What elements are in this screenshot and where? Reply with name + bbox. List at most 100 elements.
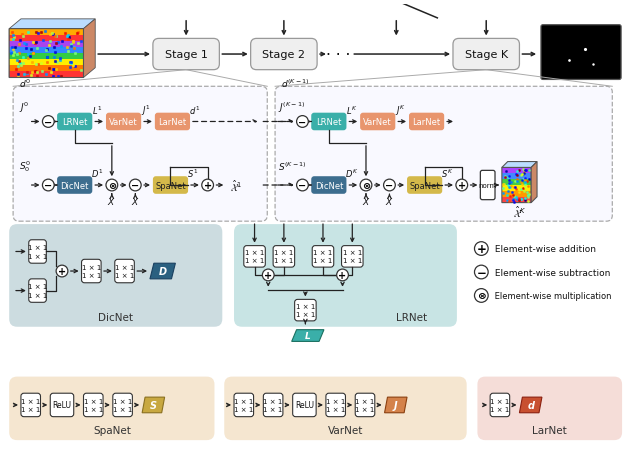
Text: $D^1$: $D^1$ [91, 168, 103, 180]
Text: 1 × 1: 1 × 1 [234, 398, 253, 404]
Bar [9, 66, 83, 72]
Text: 1 × 1: 1 × 1 [28, 284, 47, 290]
FancyBboxPatch shape [9, 377, 214, 440]
FancyBboxPatch shape [13, 87, 268, 222]
Text: ReLU: ReLU [295, 401, 314, 409]
Text: Stage 2: Stage 2 [262, 50, 305, 60]
Text: $J^0$: $J^0$ [19, 101, 29, 115]
Bar [502, 174, 531, 180]
Text: L: L [305, 331, 310, 340]
FancyBboxPatch shape [481, 171, 495, 200]
Text: $S^{(K-1)}$: $S^{(K-1)}$ [278, 160, 307, 172]
Circle shape [383, 180, 396, 191]
Text: 1 × 1: 1 × 1 [274, 257, 294, 263]
Circle shape [360, 180, 372, 191]
Text: $d^0$: $d^0$ [19, 77, 31, 90]
FancyBboxPatch shape [541, 26, 621, 80]
FancyBboxPatch shape [360, 113, 396, 131]
FancyBboxPatch shape [251, 39, 317, 71]
Polygon shape [83, 20, 95, 78]
Bar [9, 42, 83, 48]
FancyBboxPatch shape [292, 393, 316, 417]
Text: 1 × 1: 1 × 1 [28, 245, 47, 251]
Text: $D^K$: $D^K$ [344, 168, 358, 180]
Bar [9, 29, 83, 36]
Text: ⊗: ⊗ [362, 181, 370, 190]
Text: $J^1$: $J^1$ [141, 103, 151, 118]
Text: +: + [339, 270, 347, 280]
Text: 1 × 1: 1 × 1 [21, 398, 40, 404]
Text: SpaNet: SpaNet [93, 425, 131, 436]
Polygon shape [142, 397, 164, 413]
Text: · · ·: · · · [326, 47, 351, 62]
Bar [502, 185, 531, 191]
Text: 1 × 1: 1 × 1 [355, 398, 374, 404]
FancyBboxPatch shape [155, 113, 190, 131]
FancyBboxPatch shape [275, 87, 612, 222]
FancyBboxPatch shape [407, 177, 442, 195]
Text: 1 × 1: 1 × 1 [113, 398, 132, 404]
Bar [502, 197, 531, 203]
Text: 1 × 1: 1 × 1 [314, 250, 333, 256]
Bar [9, 48, 83, 54]
FancyBboxPatch shape [21, 393, 40, 417]
Circle shape [42, 117, 54, 128]
Text: −: − [385, 181, 394, 190]
Text: −: − [131, 181, 140, 190]
Polygon shape [150, 263, 175, 279]
Text: +: + [58, 267, 66, 276]
FancyBboxPatch shape [453, 39, 520, 71]
Text: 1 × 1: 1 × 1 [490, 406, 509, 412]
Circle shape [262, 269, 274, 281]
Circle shape [56, 266, 68, 277]
Text: VarNet: VarNet [109, 118, 138, 127]
Circle shape [106, 180, 118, 191]
Circle shape [337, 269, 348, 281]
Text: DicNet: DicNet [315, 181, 343, 190]
FancyBboxPatch shape [477, 377, 622, 440]
Text: +: + [476, 242, 486, 256]
Text: VarNet: VarNet [364, 118, 392, 127]
Text: J: J [394, 400, 397, 410]
Text: 1 × 1: 1 × 1 [84, 398, 103, 404]
Text: Element-wise addition: Element-wise addition [492, 245, 596, 253]
Text: Stage 1: Stage 1 [164, 50, 207, 60]
FancyBboxPatch shape [294, 300, 316, 321]
Text: SpaNet: SpaNet [410, 181, 440, 190]
FancyBboxPatch shape [115, 260, 134, 283]
FancyBboxPatch shape [326, 393, 346, 417]
Text: 1 × 1: 1 × 1 [84, 406, 103, 412]
FancyBboxPatch shape [153, 177, 188, 195]
Text: 1 × 1: 1 × 1 [490, 398, 509, 404]
Text: $X$: $X$ [362, 196, 371, 207]
Text: Element-wise multiplication: Element-wise multiplication [492, 291, 612, 300]
Text: −: − [44, 181, 52, 190]
Polygon shape [9, 20, 95, 29]
Text: 1 × 1: 1 × 1 [314, 257, 333, 263]
Text: Stage K: Stage K [465, 50, 508, 60]
Text: 1 × 1: 1 × 1 [355, 406, 374, 412]
Text: −: − [476, 266, 486, 279]
Bar [9, 60, 83, 66]
Text: ⊗: ⊗ [108, 181, 116, 190]
Circle shape [296, 117, 308, 128]
Text: +: + [264, 270, 272, 280]
Polygon shape [385, 397, 407, 413]
FancyBboxPatch shape [244, 246, 266, 268]
FancyBboxPatch shape [342, 246, 363, 268]
Bar [502, 168, 531, 174]
Text: d: d [527, 400, 534, 410]
Polygon shape [292, 330, 324, 341]
Polygon shape [502, 162, 537, 168]
Text: 1 × 1: 1 × 1 [245, 257, 264, 263]
Text: 1 × 1: 1 × 1 [28, 292, 47, 298]
FancyBboxPatch shape [57, 177, 92, 195]
Text: $S^K$: $S^K$ [441, 168, 453, 180]
Text: 1 × 1: 1 × 1 [296, 311, 315, 317]
Bar [502, 180, 531, 185]
FancyBboxPatch shape [312, 246, 333, 268]
FancyBboxPatch shape [234, 393, 253, 417]
Text: SpaNet: SpaNet [155, 181, 186, 190]
Bar [9, 36, 83, 42]
FancyBboxPatch shape [113, 393, 132, 417]
